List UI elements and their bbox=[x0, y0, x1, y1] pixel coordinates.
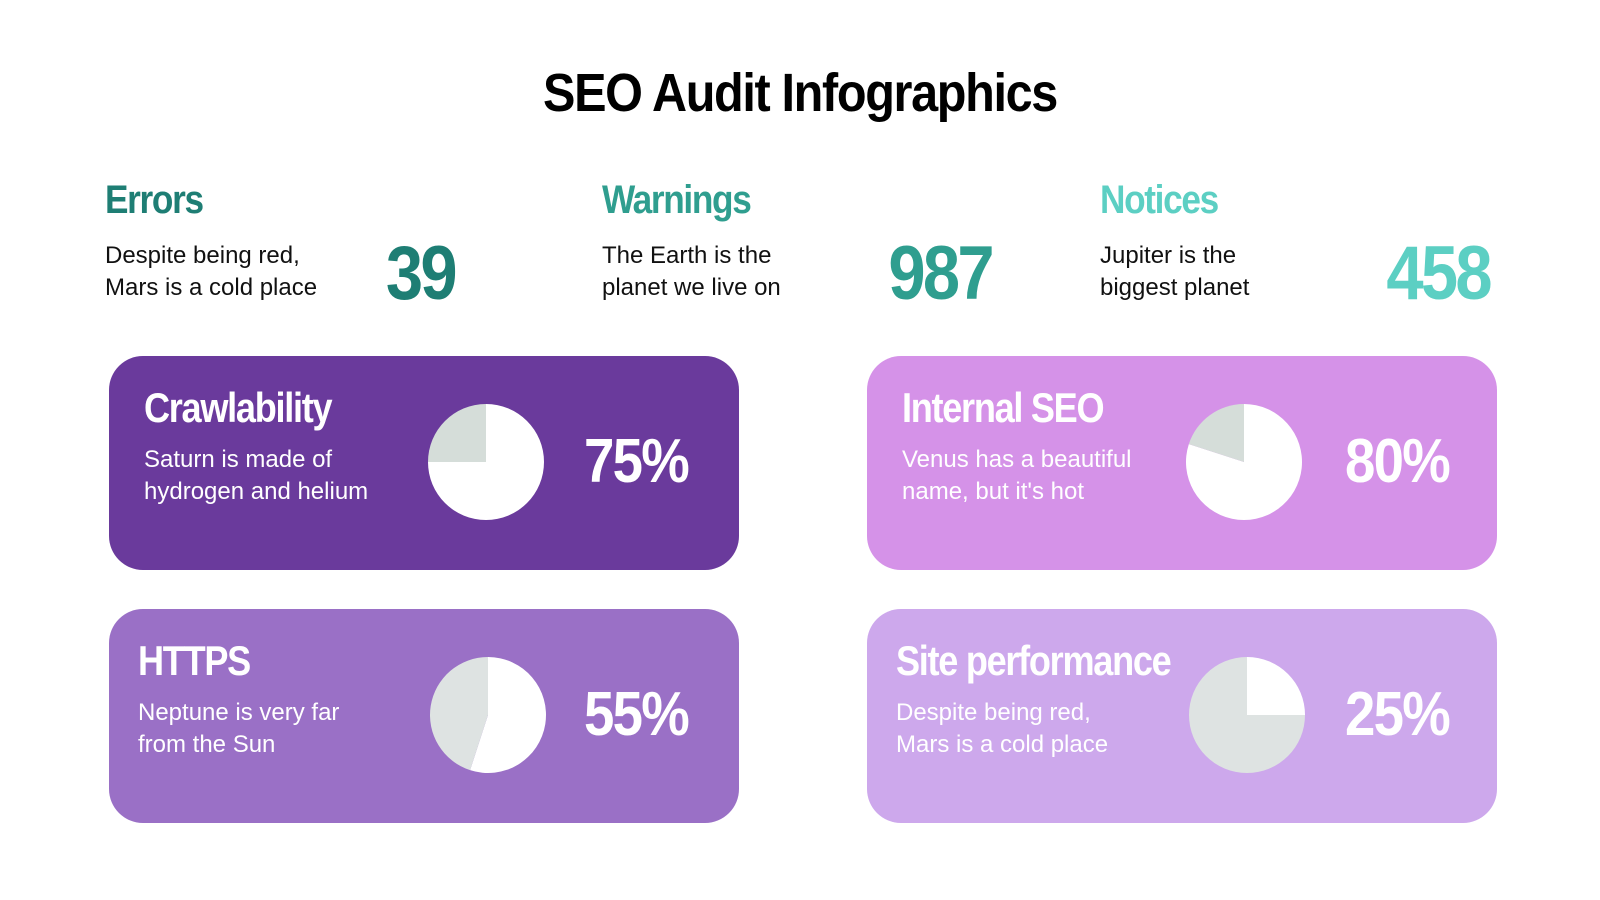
pie-slice-remainder bbox=[1188, 404, 1244, 462]
stat-warnings-desc-line-1: The Earth is the bbox=[602, 242, 772, 269]
pie-slice-remainder bbox=[428, 404, 486, 462]
stat-warnings: Warnings The Earth is the planet we live… bbox=[602, 178, 1002, 318]
card-https-description: Neptune is very far from the Sun bbox=[138, 697, 339, 761]
stat-warnings-description: The Earth is the planet we live on bbox=[602, 240, 781, 304]
card-crawlability-desc-line-2: hydrogen and helium bbox=[144, 478, 369, 505]
stat-notices-label: Notices bbox=[1100, 178, 1219, 222]
card-crawlability-title: Crawlability bbox=[144, 384, 333, 431]
stat-errors-label: Errors bbox=[105, 178, 204, 222]
card-https-desc-line-2: from the Sun bbox=[138, 731, 276, 758]
card-internal-seo-description: Venus has a beautiful name, but it's hot bbox=[902, 444, 1132, 508]
card-internal-seo: Internal SEO Venus has a beautiful name,… bbox=[867, 356, 1497, 570]
card-site-performance-desc-line-2: Mars is a cold place bbox=[896, 731, 1109, 758]
pie-slice-remainder bbox=[430, 657, 488, 771]
card-site-performance-pie bbox=[1189, 657, 1305, 773]
card-https-pie bbox=[430, 657, 546, 773]
card-internal-seo-value: 80% bbox=[1345, 427, 1451, 496]
card-site-performance-title: Site performance bbox=[896, 637, 1172, 684]
card-https-desc-line-1: Neptune is very far bbox=[138, 699, 340, 726]
card-crawlability: Crawlability Saturn is made of hydrogen … bbox=[109, 356, 739, 570]
pie-slice-remainder bbox=[1189, 657, 1305, 773]
card-crawlability-pie bbox=[428, 404, 544, 520]
stat-notices: Notices Jupiter is the biggest planet 45… bbox=[1100, 178, 1500, 318]
pie-slice-value bbox=[1247, 657, 1305, 715]
card-site-performance-value: 25% bbox=[1345, 680, 1451, 749]
card-internal-seo-title: Internal SEO bbox=[902, 384, 1105, 431]
card-internal-seo-pie bbox=[1186, 404, 1302, 520]
stat-warnings-desc-line-2: planet we live on bbox=[602, 274, 781, 301]
card-crawlability-value: 75% bbox=[584, 427, 690, 496]
card-site-performance-desc-line-1: Despite being red, bbox=[896, 699, 1091, 726]
card-internal-seo-desc-line-2: name, but it's hot bbox=[902, 478, 1085, 505]
stat-errors-desc-line-1: Despite being red, bbox=[105, 242, 300, 269]
stat-errors-description: Despite being red, Mars is a cold place bbox=[105, 240, 317, 304]
card-crawlability-description: Saturn is made of hydrogen and helium bbox=[144, 444, 368, 508]
card-https-title: HTTPS bbox=[138, 637, 251, 684]
stat-errors: Errors Despite being red, Mars is a cold… bbox=[105, 178, 505, 318]
stat-notices-desc-line-2: biggest planet bbox=[1100, 274, 1250, 301]
stat-warnings-label: Warnings bbox=[602, 178, 752, 222]
card-https-value: 55% bbox=[584, 680, 690, 749]
stat-errors-desc-line-2: Mars is a cold place bbox=[105, 274, 318, 301]
stat-warnings-value: 987 bbox=[888, 231, 994, 316]
pie-slice-value bbox=[470, 657, 546, 773]
stat-notices-value: 458 bbox=[1386, 231, 1492, 316]
page-title: SEO Audit Infographics bbox=[543, 63, 1058, 123]
card-crawlability-desc-line-1: Saturn is made of bbox=[144, 446, 333, 473]
stat-notices-desc-line-1: Jupiter is the bbox=[1100, 242, 1237, 269]
card-internal-seo-desc-line-1: Venus has a beautiful bbox=[902, 446, 1132, 473]
stat-notices-description: Jupiter is the biggest planet bbox=[1100, 240, 1249, 304]
card-site-performance-description: Despite being red, Mars is a cold place bbox=[896, 697, 1108, 761]
card-site-performance: Site performance Despite being red, Mars… bbox=[867, 609, 1497, 823]
card-https: HTTPS Neptune is very far from the Sun 5… bbox=[109, 609, 739, 823]
stat-errors-value: 39 bbox=[385, 231, 458, 316]
